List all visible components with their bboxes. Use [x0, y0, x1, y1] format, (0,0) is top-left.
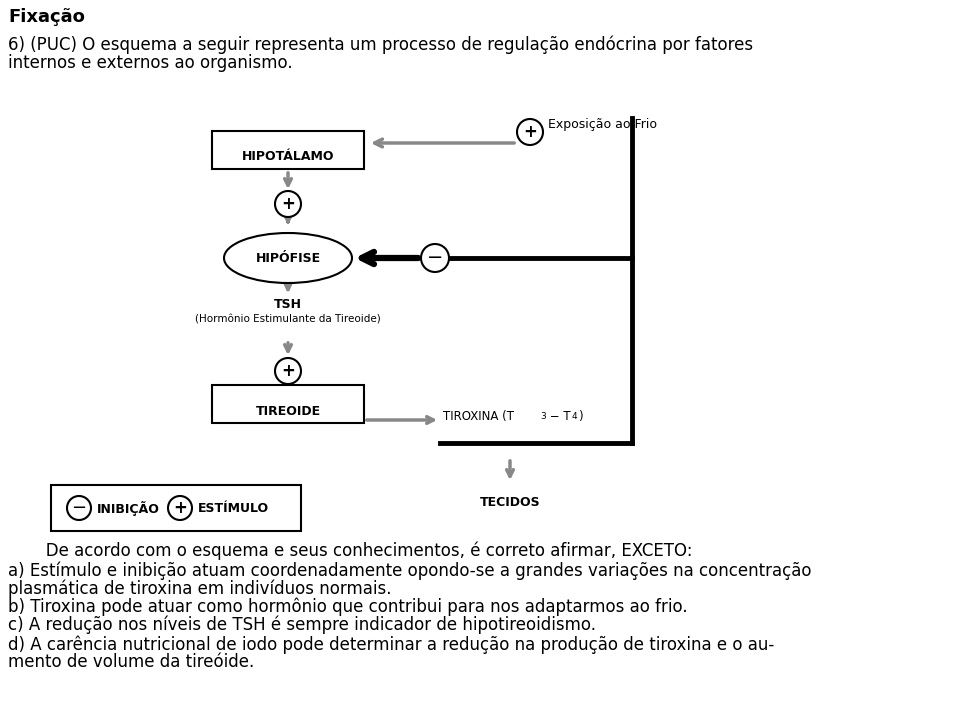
- Text: +: +: [523, 123, 537, 141]
- Text: b) Tiroxina pode atuar como hormônio que contribui para nos adaptarmos ao frio.: b) Tiroxina pode atuar como hormônio que…: [8, 597, 687, 615]
- Text: Exposição ao Frio: Exposição ao Frio: [548, 118, 657, 131]
- Text: Fixação: Fixação: [8, 8, 84, 26]
- Text: INIBIÇÃO: INIBIÇÃO: [97, 500, 160, 516]
- Text: mento de volume da tireóide.: mento de volume da tireóide.: [8, 653, 254, 671]
- Text: a) Estímulo e inibição atuam coordenadamente opondo-se a grandes variações na co: a) Estímulo e inibição atuam coordenadam…: [8, 562, 811, 580]
- Text: +: +: [281, 195, 295, 213]
- Text: (Hormônio Estimulante da Tireoide): (Hormônio Estimulante da Tireoide): [195, 315, 381, 325]
- Text: TIROXINA (T: TIROXINA (T: [443, 410, 514, 423]
- Circle shape: [67, 496, 91, 520]
- Text: +: +: [173, 499, 187, 517]
- Text: −: −: [427, 249, 444, 267]
- Text: TECIDOS: TECIDOS: [480, 496, 540, 509]
- Text: HIPÓFISE: HIPÓFISE: [255, 252, 321, 265]
- Text: − T: − T: [546, 410, 570, 423]
- Circle shape: [168, 496, 192, 520]
- Text: −: −: [71, 499, 86, 517]
- Circle shape: [275, 191, 301, 217]
- Text: d) A carência nutricional de iodo pode determinar a redução na produção de tirox: d) A carência nutricional de iodo pode d…: [8, 635, 775, 654]
- Text: 3: 3: [540, 412, 545, 421]
- Circle shape: [421, 244, 449, 272]
- FancyBboxPatch shape: [212, 385, 364, 423]
- Text: 6) (PUC) O esquema a seguir representa um processo de regulação endócrina por fa: 6) (PUC) O esquema a seguir representa u…: [8, 35, 754, 53]
- Text: +: +: [281, 362, 295, 380]
- FancyBboxPatch shape: [51, 485, 301, 531]
- Text: De acordo com o esquema e seus conhecimentos, é correto afirmar, EXCETO:: De acordo com o esquema e seus conhecime…: [30, 542, 692, 561]
- Text: HIPOTÁLAMO: HIPOTÁLAMO: [242, 150, 334, 163]
- Text: ESTÍMULO: ESTÍMULO: [198, 501, 269, 515]
- Circle shape: [275, 358, 301, 384]
- Ellipse shape: [224, 233, 352, 283]
- FancyBboxPatch shape: [212, 131, 364, 169]
- Circle shape: [517, 119, 543, 145]
- Text: TIREOIDE: TIREOIDE: [255, 405, 321, 418]
- Text: TSH: TSH: [274, 298, 302, 311]
- Text: c) A redução nos níveis de TSH é sempre indicador de hipotireoidismo.: c) A redução nos níveis de TSH é sempre …: [8, 616, 596, 634]
- Text: plasmática de tiroxina em indivíduos normais.: plasmática de tiroxina em indivíduos nor…: [8, 579, 392, 597]
- Text: ): ): [578, 410, 583, 423]
- Text: internos e externos ao organismo.: internos e externos ao organismo.: [8, 54, 293, 72]
- Text: 4: 4: [572, 412, 578, 421]
